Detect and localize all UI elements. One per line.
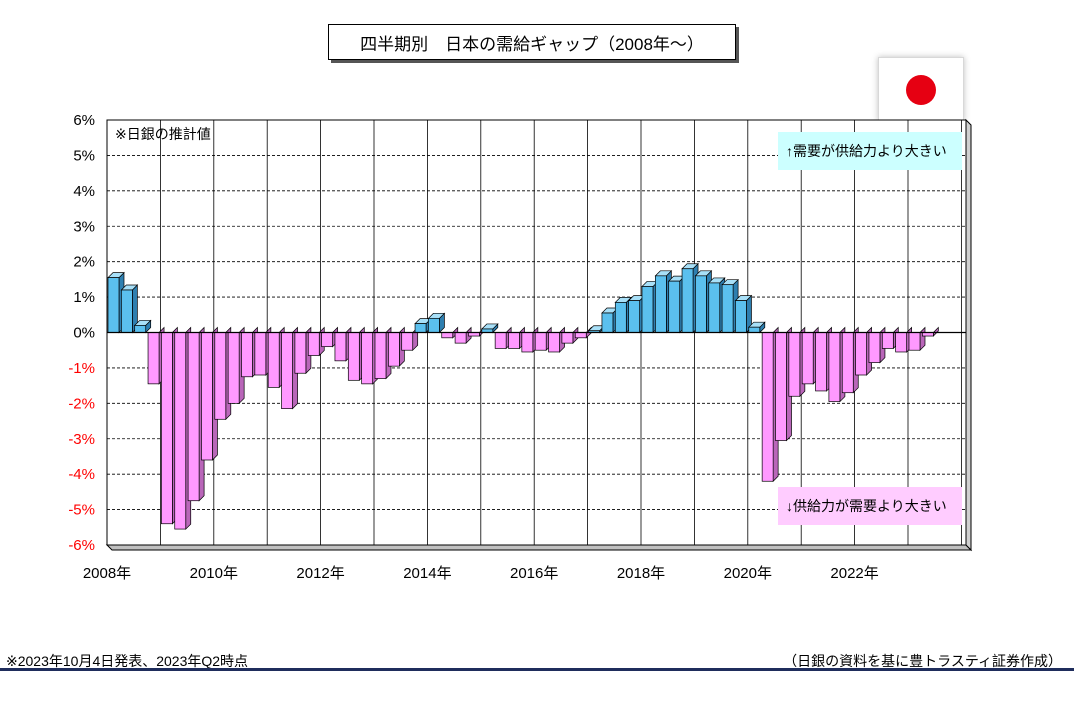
y-tick-label: 5% [73,147,95,164]
footer-divider [0,668,1074,671]
x-tick-label: 2012年 [296,565,344,582]
estimate-annotation: ※日銀の推計値 [115,126,211,142]
supply-exceeds-note: ↓供給力が需要より大きい [778,487,962,525]
source-note: （日銀の資料を基に豊トラスティ証券作成） [783,653,1062,669]
bar-2014Q1 [427,312,446,334]
bars [107,262,939,530]
bar-2020Q1 [747,321,766,334]
y-tick-label: 6% [73,112,95,129]
x-tick-label: 2010年 [190,565,238,582]
flag-red-disc [906,75,936,105]
x-tick-label: 2018年 [617,565,665,582]
y-tick-label: -1% [68,360,95,377]
plot-floor [105,544,973,551]
y-tick-label: 4% [73,183,95,200]
x-tick-label: 2014年 [403,565,451,582]
x-tick-label: 2008年 [83,565,131,582]
x-tick-label: 2022年 [830,565,878,582]
y-tick-label: 2% [73,254,95,271]
chart-title: 四半期別 日本の需給ギャップ（2008年～） [328,24,736,60]
japan-flag-icon [878,57,964,121]
y-tick-label: 0% [73,325,95,342]
y-tick-label: 3% [73,218,95,235]
release-note: ※2023年10月4日発表、2023年Q2時点 [6,653,249,669]
y-axis-ticks: 6% 5% 4% 3% 2% 1% 0% -1% -2% -3% -4% -5% -6% [68,112,95,554]
y-tick-label: -5% [68,502,95,519]
demand-exceeds-note: ↑需要が供給力より大きい [778,132,962,170]
x-tick-label: 2016年 [510,565,558,582]
y-tick-label: -3% [68,431,95,448]
x-tick-label: 2020年 [724,565,772,582]
y-tick-label: -6% [68,537,95,554]
y-tick-label: 1% [73,289,95,306]
bar-2008Q2 [120,284,139,334]
plot-side-wall [965,118,972,552]
y-tick-label: -2% [68,395,95,412]
bar-2008Q3 [133,319,152,334]
x-axis-ticks: 2008年 2010年 2012年 2014年 2016年 2018年 2020年 2022年 [83,565,879,582]
y-tick-label: -4% [68,466,95,483]
bar-2015Q1 [480,323,499,334]
